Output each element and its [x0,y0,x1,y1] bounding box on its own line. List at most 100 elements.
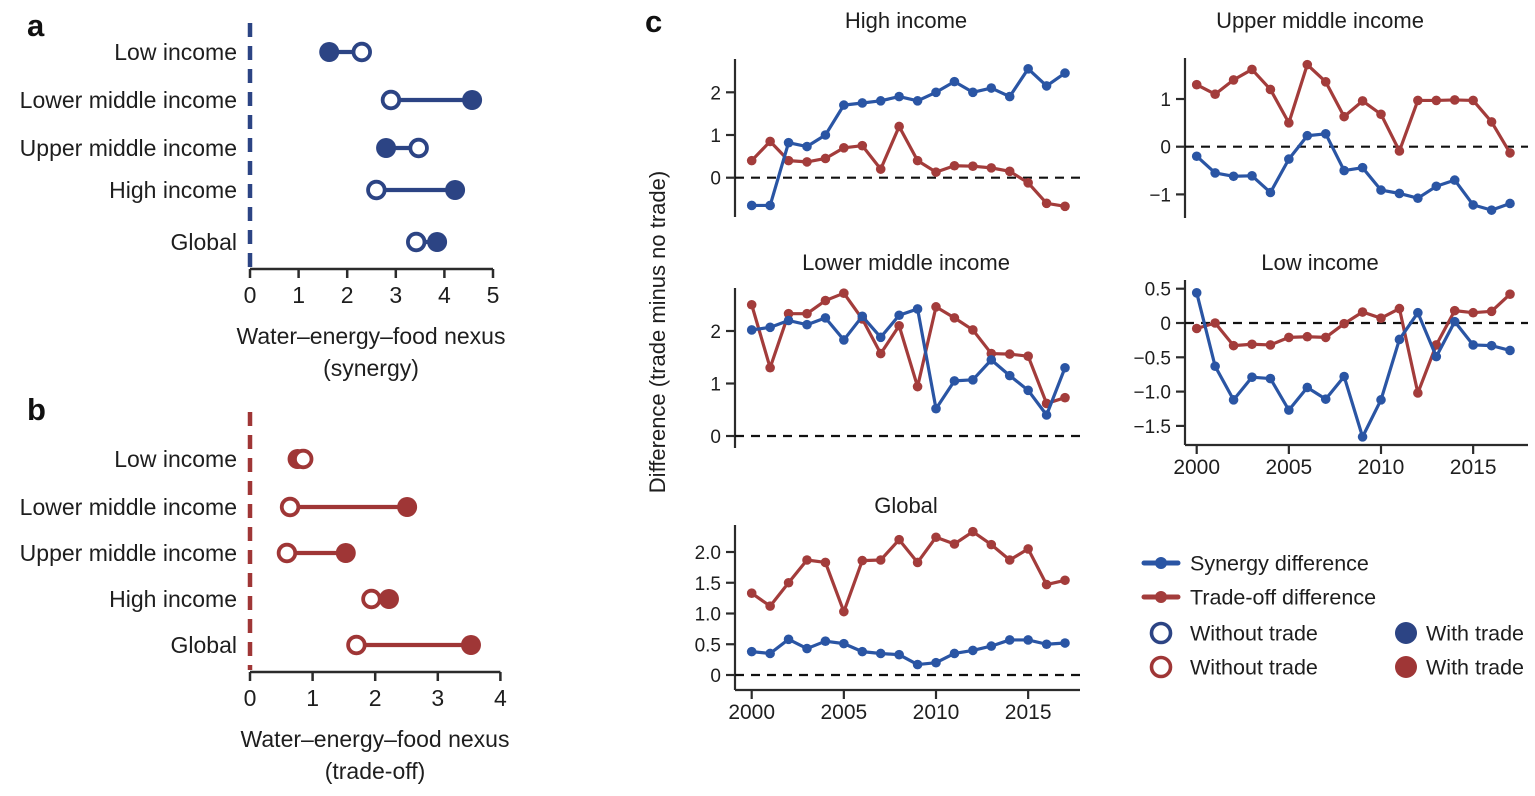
category-label: Low income [114,39,237,65]
data-point [931,302,941,312]
data-point [1228,171,1239,182]
without-trade-dot [293,448,314,470]
chart-title: Global [874,493,938,518]
data-point [1191,79,1202,90]
data-point [783,577,794,588]
data-point [949,539,960,549]
chart-title: High income [845,8,967,33]
x-tick-label: 5 [487,282,500,308]
without-trade-dot [279,496,301,518]
x-tick-label: 2005 [1265,456,1312,479]
data-point [1486,205,1497,215]
y-tick-label: 2 [710,322,721,343]
chart-title: Lower middle income [802,250,1010,275]
data-point [1505,148,1515,158]
panel-b-dumbbell-chart-tradeoff: 0 1 2 3 4 Low income Lower middle income Upper … [20,412,509,784]
category-label: High income [109,586,237,612]
panel-c-line-chart-upper-middle-income: Upper middle income 1 0 −1 [1149,8,1528,218]
data-point [802,319,812,330]
data-point [1320,129,1331,139]
category-label: High income [109,177,237,203]
data-point [1431,351,1442,362]
data-point [875,348,886,359]
data-point [765,648,775,659]
panel-c-line-chart-high-income: High income 2 1 0 [710,8,1080,217]
series-line [1195,132,1512,212]
data-point [1339,318,1349,329]
legend-label: Without trade [1190,622,1318,646]
series-line [750,291,1067,406]
data-point [1210,89,1220,100]
x-tick-label: 2000 [1173,456,1220,479]
data-point [1004,91,1015,102]
with-trade-dot [376,138,397,158]
legend-line-dot [1155,591,1167,603]
data-point [1265,84,1276,95]
data-point [1191,323,1202,334]
with-trade-dot [397,497,418,517]
data-point [1449,95,1460,105]
data-point [1376,395,1386,405]
data-point [875,96,886,106]
with-trade-dot [460,635,481,655]
data-point [968,526,978,537]
synergy-difference-series [746,304,1070,420]
data-point [857,311,868,322]
x-axis-title-line1: Water–energy–food nexus [237,323,506,349]
data-point [820,636,831,646]
data-point [820,130,831,140]
data-point [1468,340,1478,350]
data-point [1284,154,1294,164]
panel-b-label: b [27,392,46,427]
data-point [1468,307,1478,318]
y-tick-label: 2 [710,83,721,104]
data-point [765,136,775,147]
data-point [912,381,923,392]
without-trade-dot [380,89,402,111]
data-point [1376,109,1386,120]
y-tick-label: −1.0 [1133,383,1171,404]
data-point [1041,410,1052,420]
legend-label: Without trade [1190,656,1318,680]
data-point [1486,306,1497,317]
data-point [1320,332,1331,343]
with-trade-dot [319,42,340,62]
data-point [783,308,794,319]
data-point [1060,575,1070,586]
data-point [1302,59,1313,70]
with-trade-dot [335,543,356,563]
data-point [1357,432,1368,442]
y-tick-label: −1 [1149,185,1171,206]
data-point [894,649,904,660]
data-point [968,375,978,385]
panel-c-label: c [645,4,663,39]
legend-filled-circle-marker [1395,622,1417,644]
data-point [1320,394,1331,404]
data-point [1023,178,1033,188]
legend-filled-circle-marker [1395,656,1417,678]
data-point [783,315,794,326]
data-point [1468,95,1478,106]
category-label: Low income [114,446,237,472]
data-point [1041,579,1052,590]
data-point [746,646,757,657]
tradeoff-difference-series [1191,289,1515,398]
data-point [1449,175,1460,185]
data-point [986,163,997,173]
data-point [1210,361,1220,372]
data-point [1023,635,1033,645]
data-point [1041,81,1052,91]
data-point [1247,372,1257,382]
data-point [802,555,812,565]
x-tick-label: 2 [341,282,354,308]
x-tick-label: 2015 [1450,456,1497,479]
data-point [1376,313,1386,323]
panel-a-label: a [27,8,45,43]
data-point [894,534,904,545]
data-point [802,141,812,152]
data-point [1339,111,1349,122]
data-point [1376,185,1386,195]
data-point [1060,638,1070,648]
data-point [1023,385,1033,396]
